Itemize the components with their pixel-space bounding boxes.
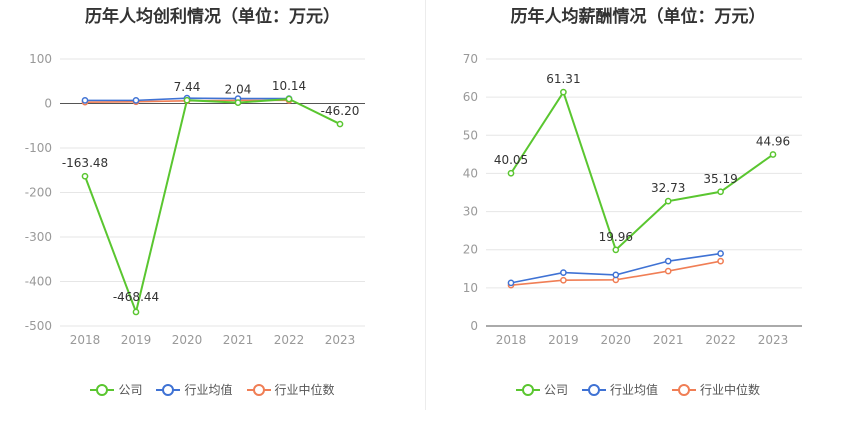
y-tick-label: -400 (25, 275, 52, 289)
series-line (84, 97, 341, 316)
x-tick-label: 2022 (705, 333, 736, 347)
y-tick-label: 0 (470, 319, 478, 333)
y-tick-label: 70 (463, 52, 478, 66)
data-label: 2.04 (225, 83, 252, 97)
data-point (234, 99, 242, 106)
legend-swatch-icon (515, 383, 540, 396)
data-label: 40.05 (494, 153, 528, 167)
chart-panel-salary: 历年人均薪酬情况（单位：万元） 70 60 50 40 30 20 10 0 2018 2019 2… (426, 0, 850, 437)
x-tick-label: 2020 (172, 333, 203, 347)
legend-label: 行业均值 (184, 383, 233, 397)
data-point (560, 88, 567, 96)
y-tick-label: -500 (25, 319, 52, 333)
y-tick-label: 50 (463, 128, 478, 142)
data-label: 10.14 (272, 79, 306, 93)
legend-item[interactable]: 公司 (515, 381, 568, 398)
data-point (285, 95, 293, 103)
data-point (664, 267, 672, 275)
legend-marker (252, 383, 265, 396)
x-tick-label: 2021 (223, 333, 254, 347)
chart-panel-profit: 历年人均创利情况（单位：万元） 100 0 -100 -200 -300 -400 -500… (0, 7, 425, 398)
chart-legend: 公司 行业均值 行业中位数 (0, 381, 425, 398)
y-tick-label: 100 (29, 52, 52, 66)
data-point (612, 246, 620, 254)
legend-label: 公司 (543, 383, 568, 397)
data-label: 19.96 (599, 230, 633, 244)
y-tick-label: 40 (463, 166, 478, 180)
legend-item[interactable]: 公司 (90, 381, 142, 398)
legend-item[interactable]: 行业均值 (156, 381, 233, 398)
legend-marker (162, 383, 175, 396)
data-point (769, 151, 777, 158)
legend-label: 行业中位数 (274, 383, 335, 397)
data-point (560, 276, 567, 284)
x-tick-label: 2020 (601, 333, 632, 347)
x-tick-label: 2023 (325, 333, 356, 347)
legend-label: 公司 (118, 383, 143, 397)
x-tick-label: 2018 (70, 333, 101, 347)
data-point (81, 97, 89, 104)
data-point (132, 308, 140, 316)
chart-legend: 公司 行业均值 行业中位数 (426, 381, 850, 398)
legend-swatch-icon (156, 383, 181, 396)
legend-item[interactable]: 行业均值 (581, 381, 658, 398)
legend-swatch-icon (672, 383, 696, 396)
chart-title: 历年人均薪酬情况（单位：万元） (510, 7, 766, 27)
data-point (81, 172, 89, 180)
data-point (132, 97, 140, 104)
legend-item[interactable]: 行业中位数 (672, 381, 760, 398)
chart-svg-profit: 100 0 -100 -200 -300 -400 -500 2018 2019 2020 2021… (25, 52, 365, 347)
y-tick-label: 10 (463, 281, 478, 295)
y-tick-label: -100 (25, 141, 52, 155)
x-tick-label: 2019 (121, 333, 152, 347)
legend-swatch-icon (90, 383, 115, 396)
data-label: 32.73 (651, 181, 685, 195)
data-point (336, 120, 344, 128)
x-tick-label: 2021 (653, 333, 684, 347)
legend-item[interactable]: 行业中位数 (246, 381, 335, 398)
legend-marker (587, 383, 600, 396)
data-label: -468.44 (113, 290, 159, 304)
x-tick-label: 2022 (274, 333, 305, 347)
x-tick-label: 2018 (496, 333, 527, 347)
y-tick-label: -300 (25, 230, 52, 244)
legend-marker (521, 383, 534, 396)
data-point (507, 169, 515, 177)
data-point (183, 96, 191, 104)
y-tick-label: 20 (463, 243, 478, 257)
data-label: 44.96 (756, 135, 790, 149)
series-line (510, 89, 774, 252)
data-label: 61.31 (546, 72, 580, 86)
chart-title: 历年人均创利情况（单位：万元） (85, 7, 340, 27)
data-label: 7.44 (174, 80, 201, 94)
legend-marker (96, 383, 109, 396)
data-point (717, 257, 724, 265)
data-point (560, 269, 567, 276)
legend-label: 行业中位数 (700, 383, 761, 397)
y-tick-label: 60 (463, 90, 478, 104)
legend-swatch-icon (581, 383, 606, 396)
data-point (717, 188, 724, 196)
legend-swatch-icon (246, 383, 271, 396)
data-label: -163.48 (62, 156, 108, 170)
legend-label: 行业均值 (609, 383, 658, 397)
data-point (664, 257, 672, 265)
chart-svg-salary: 70 60 50 40 30 20 10 0 2018 2019 2020 2021 2022 2023 4… (463, 52, 802, 347)
data-point (612, 271, 620, 279)
y-tick-label: -200 (25, 186, 52, 200)
panel-divider (425, 0, 426, 410)
legend-marker (678, 383, 690, 396)
data-point (664, 197, 672, 205)
x-tick-label: 2019 (548, 333, 579, 347)
data-point (717, 250, 724, 257)
data-point (507, 279, 515, 287)
y-tick-label: 30 (463, 205, 478, 219)
y-tick-label: 0 (44, 97, 52, 111)
x-tick-label: 2023 (758, 333, 789, 347)
data-label: 35.19 (703, 172, 737, 186)
data-label: -46.20 (321, 104, 360, 118)
